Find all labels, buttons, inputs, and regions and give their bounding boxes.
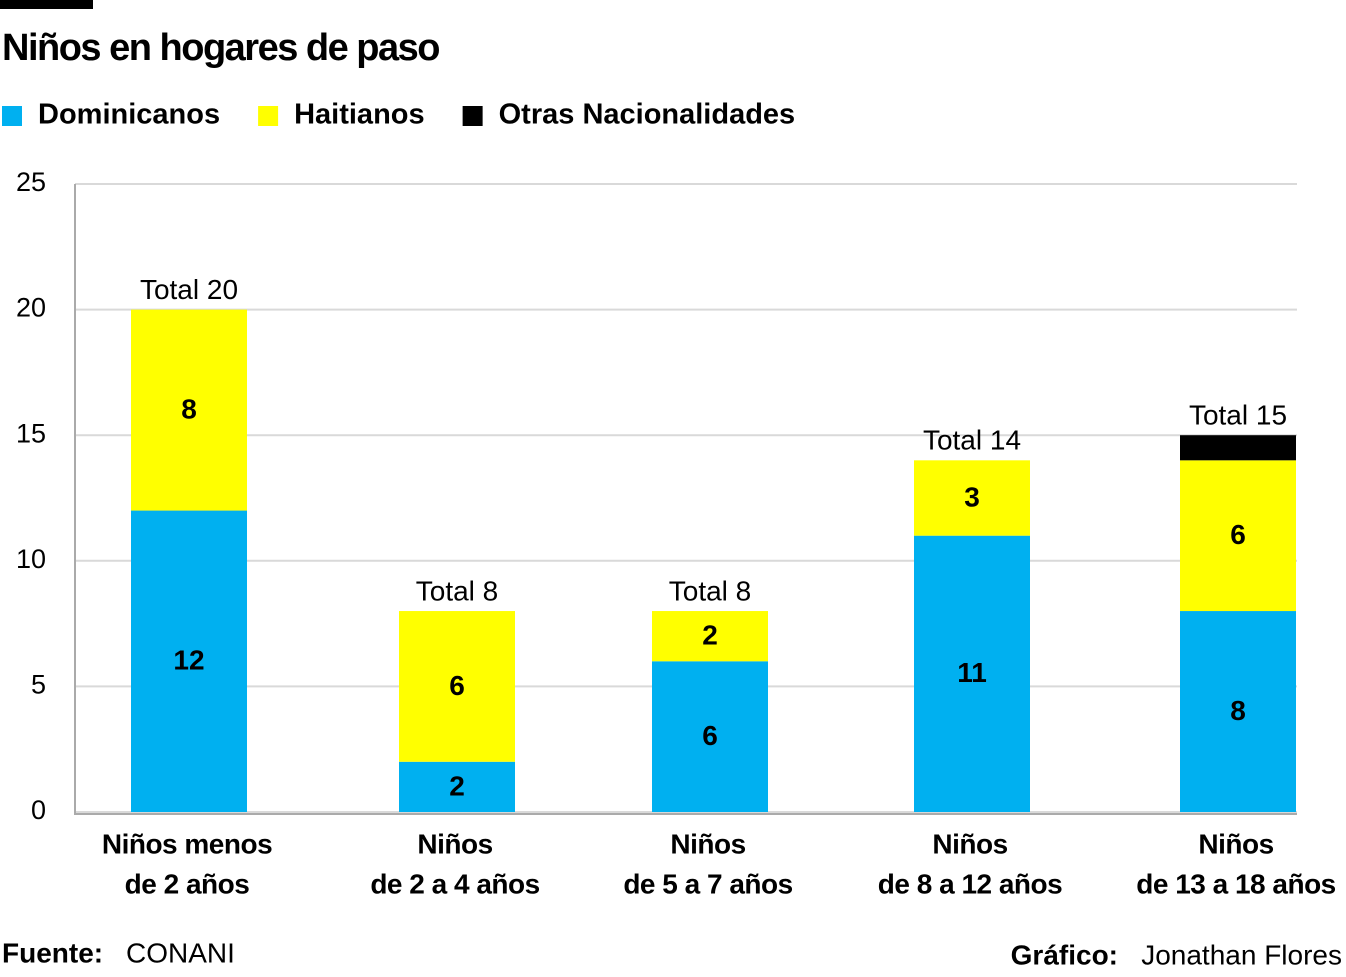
bar-segment	[1180, 611, 1296, 812]
bar-segment	[1180, 435, 1296, 461]
y-tick-label: 0	[31, 795, 46, 825]
x-tick-label: Niños menos	[102, 828, 272, 859]
value-label: 8	[181, 393, 197, 424]
bar-segment	[399, 761, 515, 812]
y-tick-label: 15	[16, 418, 46, 448]
x-tick-label: de 13 a 18 años	[1136, 868, 1336, 899]
total-label: Total 8	[416, 575, 499, 606]
legend-label: Otras Nacionalidades	[499, 99, 796, 131]
value-label: 3	[964, 481, 980, 512]
credit-label: Gráfico:	[1011, 939, 1118, 970]
legend-swatch	[2, 106, 22, 126]
x-tick-label: Niños	[670, 828, 745, 859]
value-label: 1	[1232, 435, 1244, 460]
value-label: 12	[173, 645, 204, 676]
total-label: Total 15	[1189, 400, 1287, 431]
y-tick-label: 25	[16, 167, 46, 197]
bar-segment	[131, 309, 247, 511]
source: CONANI	[126, 937, 235, 968]
x-tick-label: Niños	[1198, 828, 1273, 859]
value-label: 6	[449, 670, 465, 701]
value-label: 6	[1230, 519, 1246, 550]
title-rule	[0, 0, 93, 9]
bar-segment	[652, 661, 768, 812]
legend-swatch	[462, 106, 483, 126]
y-tick-label: 20	[16, 293, 46, 323]
chart-title: Niños en hogares de paso	[2, 27, 439, 69]
value-label: 2	[702, 620, 718, 651]
bar-segment	[1180, 460, 1296, 612]
bar-segment	[914, 460, 1030, 536]
x-tick-label: de 2 a 4 años	[370, 868, 539, 899]
value-label: 6	[702, 720, 718, 751]
value-label: 2	[449, 770, 465, 801]
total-label: Total 8	[669, 575, 752, 606]
bar-segment	[399, 611, 515, 762]
y-tick-label: 10	[16, 544, 46, 574]
credit: Jonathan Flores	[1141, 939, 1342, 970]
legend-swatch	[258, 106, 279, 126]
total-label: Total 14	[923, 425, 1021, 456]
legend-label: Haitianos	[294, 99, 425, 131]
bar-segment	[914, 535, 1030, 812]
source-label: Fuente:	[2, 937, 103, 968]
x-tick-label: de 8 a 12 años	[878, 868, 1062, 899]
value-label: 11	[957, 657, 987, 688]
y-tick-label: 5	[31, 670, 46, 700]
legend-label: Dominicanos	[38, 99, 220, 131]
x-tick-label: de 2 años	[125, 868, 250, 899]
total-label: Total 20	[140, 274, 238, 305]
x-tick-label: Niños	[417, 828, 492, 859]
bar-segment	[652, 611, 768, 662]
value-label: 8	[1230, 695, 1246, 726]
bar-segment	[131, 510, 247, 812]
x-tick-label: Niños	[932, 828, 1007, 859]
x-tick-label: de 5 a 7 años	[623, 868, 792, 899]
